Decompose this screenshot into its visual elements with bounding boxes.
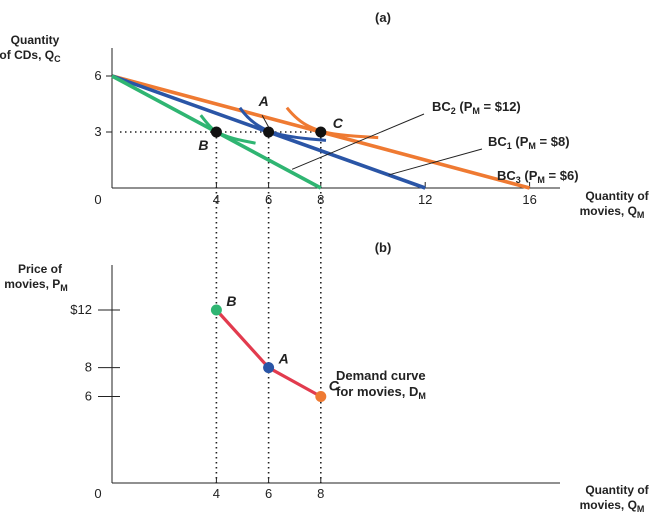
panel-b-x-tick-label: 6 (265, 486, 272, 501)
panel-a-origin-label: 0 (94, 192, 101, 207)
budget-line-leader-bc1 (388, 148, 483, 176)
panel-b-x-tick-label: 4 (213, 486, 220, 501)
budget-line-label-bc3: BC3 (PM = $6) (497, 168, 579, 185)
budget-line-leader-bc2 (291, 113, 425, 170)
chart-marks: 4 6 8 12 16 3 6 4 6 8 6 8 $12 BC2 (PM = $12) BC1 (PM =… (70, 48, 579, 501)
panel-b-point-b (210, 304, 222, 316)
budget-line-label-bc2: BC2 (PM = $12) (432, 99, 521, 116)
panel-b-origin-label: 0 (94, 486, 101, 501)
panel-b-point-label-b: B (226, 293, 236, 309)
panel-a-y-tick-label: 3 (94, 124, 101, 139)
panel-a-point-label-a: A (258, 93, 269, 109)
panel-a-ylabel-line2: of CDs, QC (0, 48, 61, 64)
panel-a-point-c (315, 126, 327, 138)
demand-curve-label-line2: for movies, DM (336, 384, 426, 401)
panel-b-point-a (263, 362, 275, 374)
panel-a-x-tick-label: 6 (265, 192, 272, 207)
panel-a-x-tick-label: 16 (522, 192, 536, 207)
panel-a-xlabel-line2: movies, QM (580, 204, 645, 220)
panel-b-label: (b) (375, 240, 392, 255)
panel-b-ylabel-line1: Price of (18, 262, 63, 276)
panel-a-point-a (263, 126, 275, 138)
panel-a-point-b (210, 126, 222, 138)
panel-a-x-tick-label: 12 (418, 192, 432, 207)
budget-line-label-bc1: BC1 (PM = $8) (488, 134, 570, 151)
panel-a-label: (a) (375, 10, 391, 25)
panel-a-point-label-b: B (198, 137, 208, 153)
panel-b-xlabel-line2: movies, QM (580, 498, 645, 514)
panel-a-point-label-c: C (333, 115, 344, 131)
panel-b-y-tick-label: 8 (85, 360, 92, 375)
panel-a-x-tick-label: 8 (317, 192, 324, 207)
panel-b-point-label-c: C (329, 378, 340, 394)
panel-b-point-c (315, 391, 327, 402)
panel-b-y-tick-label: $12 (70, 302, 92, 317)
panel-b-ylabel-line2: movies, PM (4, 277, 68, 293)
panel-a-x-tick-label: 4 (213, 192, 220, 207)
panel-b-x-tick-label: 8 (317, 486, 324, 501)
panel-a-point-a-leader (261, 114, 270, 128)
panel-a-ylabel-line1: Quantity (11, 33, 60, 47)
panel-a-y-tick-label: 6 (94, 68, 101, 83)
panel-b-y-tick-label: 6 (85, 389, 92, 404)
demand-curve-label-line1: Demand curve (336, 368, 426, 383)
panel-b-xlabel-line1: Quantity of (585, 483, 649, 497)
panel-b-point-label-a: A (278, 351, 289, 367)
panel-a-xlabel-line1: Quantity of (585, 189, 649, 203)
